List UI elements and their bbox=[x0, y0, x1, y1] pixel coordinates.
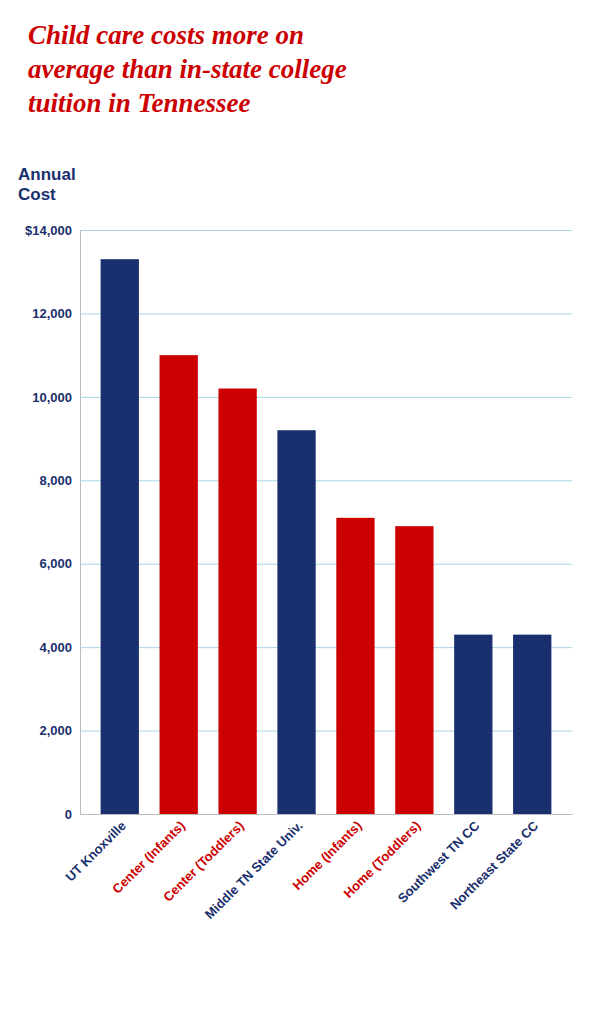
title-line: average than in-state college bbox=[28, 54, 347, 84]
bar bbox=[336, 518, 374, 814]
y-tick: 0 bbox=[65, 807, 572, 822]
bar bbox=[454, 635, 492, 814]
grid-line bbox=[80, 313, 572, 314]
y-tick-label: 6,000 bbox=[39, 556, 72, 571]
plot: 0 2,000 4,000 6,000 8,000 10,000 12,000 $14,000… bbox=[25, 223, 573, 922]
bar bbox=[101, 259, 139, 814]
x-tick: UT Knoxville bbox=[63, 818, 129, 884]
title: Child care costs more on average than in-… bbox=[28, 20, 347, 118]
y-tick-label: 12,000 bbox=[32, 306, 72, 321]
title-line: Child care costs more on bbox=[28, 20, 304, 50]
y-tick-label: 4,000 bbox=[39, 640, 72, 655]
bar bbox=[277, 430, 315, 814]
y-tick-label: 2,000 bbox=[39, 723, 72, 738]
x-tick: Middle TN State Univ. bbox=[202, 818, 306, 922]
x-tick: Northeast State CC bbox=[447, 818, 542, 913]
y-tick: $14,000 bbox=[25, 223, 572, 238]
y-axis-label-line: Annual bbox=[18, 165, 76, 184]
y-tick-label: 10,000 bbox=[32, 390, 72, 405]
x-tick-label: Middle TN State Univ. bbox=[202, 818, 306, 922]
y-axis-label: AnnualCost bbox=[18, 165, 76, 204]
x-tick-label: Northeast State CC bbox=[447, 818, 542, 913]
y-tick-label: 0 bbox=[65, 807, 72, 822]
bars bbox=[101, 259, 552, 814]
bar bbox=[218, 389, 256, 814]
grid-line bbox=[80, 814, 572, 815]
chart: Child care costs more on average than in-… bbox=[0, 0, 602, 1024]
y-axis-label-line: Cost bbox=[18, 185, 56, 204]
bar bbox=[513, 635, 551, 814]
grid-line bbox=[80, 230, 572, 231]
x-tick-label: UT Knoxville bbox=[63, 818, 129, 884]
y-axis-line bbox=[81, 231, 573, 815]
grid-line bbox=[80, 647, 572, 648]
title-line: tuition in Tennessee bbox=[28, 88, 251, 118]
bar bbox=[395, 526, 433, 814]
x-axis: UT KnoxvilleCenter (Infants)Center (Todd… bbox=[63, 815, 573, 922]
bar bbox=[160, 355, 198, 814]
grid-line bbox=[80, 731, 572, 732]
y-tick-label: 8,000 bbox=[39, 473, 72, 488]
y-tick-label: $14,000 bbox=[25, 223, 72, 238]
x-axis-line bbox=[81, 814, 573, 815]
grid-line bbox=[80, 564, 572, 565]
y-axis: 0 2,000 4,000 6,000 8,000 10,000 12,000 $14,000 bbox=[25, 223, 572, 822]
grid-line bbox=[80, 397, 572, 398]
grid-line bbox=[80, 480, 572, 481]
